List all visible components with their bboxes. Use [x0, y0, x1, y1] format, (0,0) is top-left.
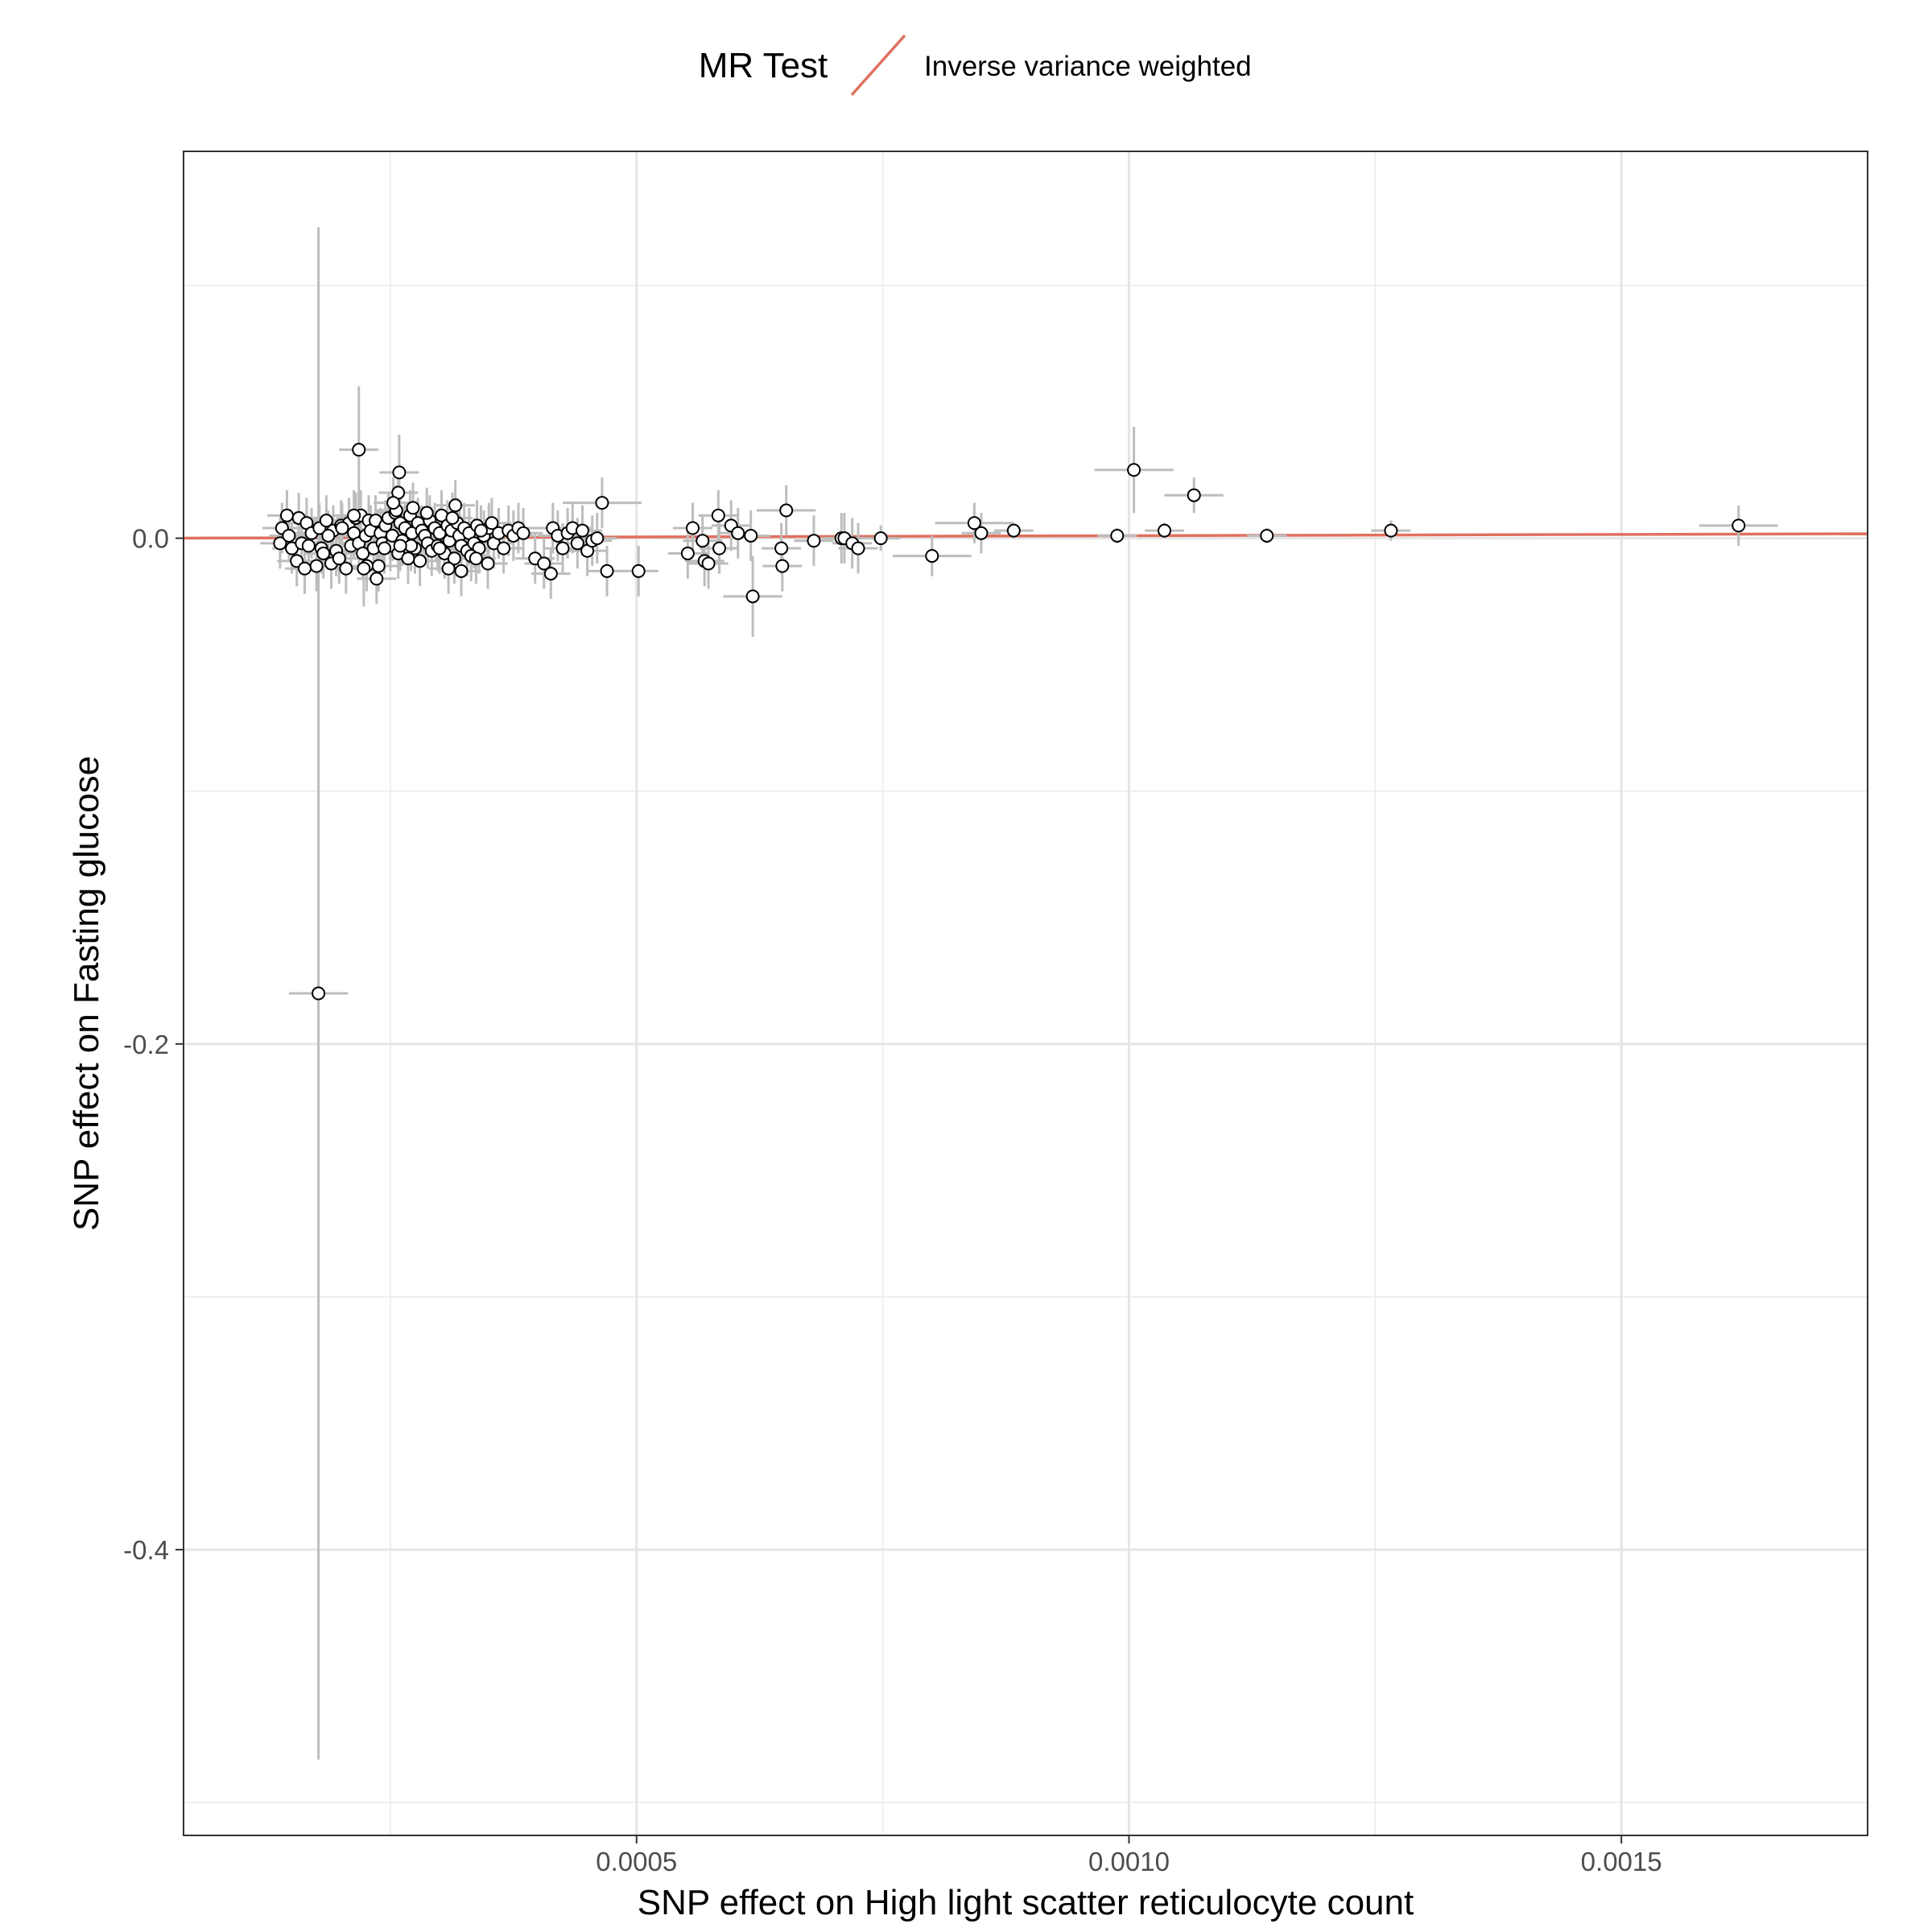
data-point: [297, 561, 312, 576]
data-point: [339, 561, 353, 576]
data-point: [1110, 528, 1125, 543]
data-point: [516, 526, 530, 540]
data-point: [371, 559, 386, 573]
legend-ivw-swatch: [850, 34, 906, 97]
y-tick-label: -0.4: [123, 1535, 169, 1565]
data-point: [356, 546, 370, 560]
data-point: [282, 528, 296, 543]
data-point: [807, 534, 821, 548]
data-point: [775, 559, 790, 573]
data-point: [1384, 523, 1398, 538]
data-point: [590, 531, 605, 546]
x-tick-label: 0.0005: [596, 1847, 677, 1876]
y-axis-ticks: 0.0 -0.2 -0.4: [123, 524, 184, 1565]
data-point: [321, 528, 336, 543]
data-point: [712, 541, 727, 555]
data-point: [744, 528, 758, 543]
data-point: [1006, 523, 1021, 538]
x-axis-ticks: 0.0005 0.0010 0.0015: [596, 1835, 1662, 1876]
data-point: [316, 546, 331, 560]
data-point: [537, 556, 551, 571]
legend: MR Test Inverse variance weighted: [699, 34, 1252, 97]
data-point: [1260, 528, 1274, 543]
data-point: [469, 551, 483, 566]
data-point: [309, 559, 324, 573]
data-point: [312, 986, 326, 1001]
data-point: [335, 521, 349, 535]
data-point: [575, 523, 589, 538]
data-point: [357, 561, 371, 576]
legend-title: MR Test: [699, 46, 828, 85]
data-point: [392, 465, 407, 480]
data-point: [485, 516, 499, 530]
data-point: [473, 523, 488, 538]
data-point: [631, 564, 646, 578]
y-tick-label: -0.2: [123, 1030, 169, 1059]
data-point: [332, 551, 346, 566]
plot-border: [183, 151, 1868, 1836]
data-point: [352, 443, 366, 457]
x-tick-label: 0.0010: [1088, 1847, 1170, 1876]
data-point: [745, 589, 760, 604]
data-point: [279, 508, 294, 522]
data-point: [600, 564, 614, 578]
y-axis-label: SNP effect on Fasting glucose: [67, 756, 106, 1231]
data-point: [273, 536, 287, 551]
data-point: [378, 541, 392, 555]
data-point: [419, 506, 434, 520]
data-point: [731, 526, 745, 540]
x-tick-label: 0.0015: [1581, 1847, 1662, 1876]
data-point: [974, 526, 989, 540]
data-point: [555, 541, 570, 555]
data-point: [481, 556, 495, 571]
data-point: [680, 546, 695, 560]
data-point: [406, 501, 420, 515]
data-point: [543, 567, 558, 581]
data-point: [873, 531, 888, 546]
data-point: [393, 539, 407, 553]
data-point: [445, 510, 460, 525]
data-point: [448, 498, 463, 513]
data-point: [447, 551, 461, 566]
data-point: [1127, 463, 1141, 477]
legend-ivw-label: Inverse variance weighted: [924, 51, 1252, 82]
data-point: [774, 541, 789, 555]
data-point: [696, 534, 710, 548]
data-point: [369, 572, 384, 586]
data-points: [273, 443, 1746, 1001]
data-point: [301, 539, 316, 553]
data-point: [685, 521, 700, 535]
data-point: [432, 541, 447, 555]
plot-panel: [184, 151, 1868, 1835]
data-point: [711, 508, 725, 522]
data-point: [441, 561, 456, 576]
x-axis-label: SNP effect on High light scatter reticul…: [638, 1883, 1414, 1922]
data-point: [1732, 518, 1746, 533]
data-point: [1187, 488, 1201, 502]
data-point: [779, 503, 794, 518]
data-point: [319, 514, 333, 528]
data-point: [925, 549, 939, 564]
data-point: [1157, 523, 1171, 538]
data-point: [851, 541, 865, 555]
data-point: [454, 564, 469, 578]
y-tick-label: 0.0: [132, 524, 169, 554]
data-point: [701, 556, 716, 571]
data-point: [595, 496, 609, 510]
data-point: [347, 508, 361, 522]
data-point: [386, 496, 401, 510]
data-point: [967, 516, 981, 530]
data-point: [497, 541, 511, 555]
data-point: [570, 536, 584, 551]
data-point: [413, 554, 427, 568]
